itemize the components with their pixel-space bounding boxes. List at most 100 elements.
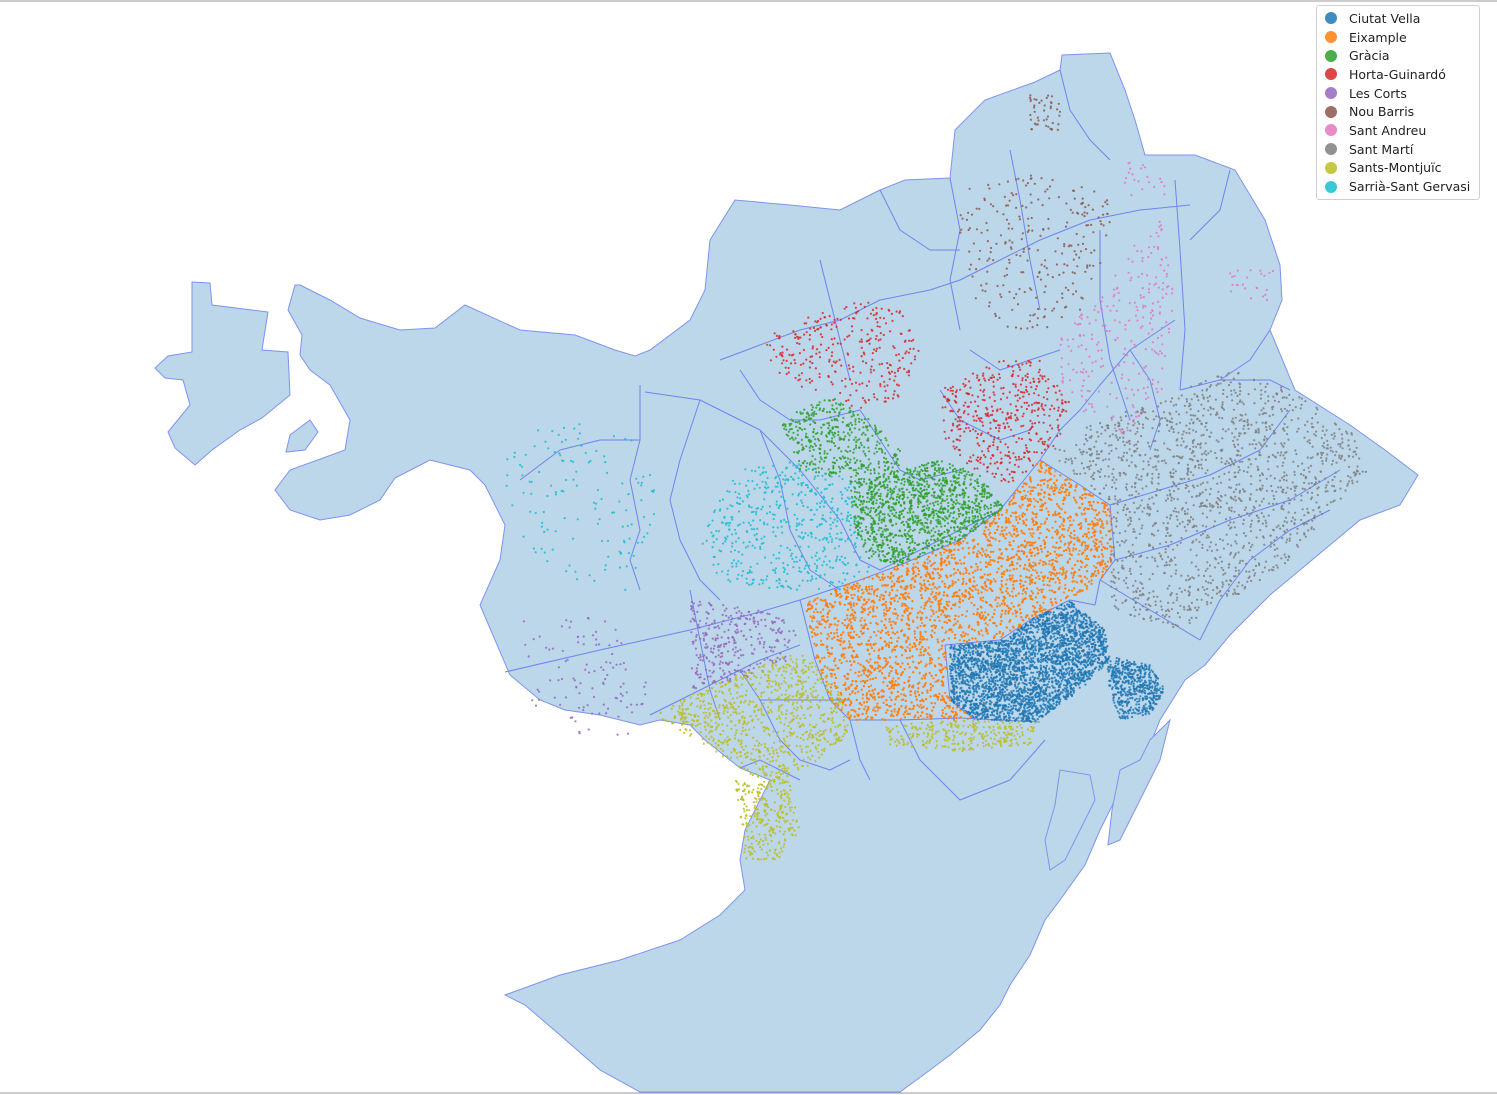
data-point (1042, 622, 1045, 626)
data-point (1077, 609, 1080, 612)
district-border (739, 759, 801, 781)
data-point (1144, 671, 1147, 674)
data-point (1013, 664, 1016, 667)
data-point (977, 713, 980, 716)
data-point (1023, 647, 1026, 650)
data-point (985, 701, 988, 704)
data-point (973, 663, 976, 666)
data-point (955, 677, 958, 681)
data-point (955, 671, 958, 674)
data-point (1119, 717, 1122, 720)
data-point (1135, 693, 1138, 696)
data-point (1121, 715, 1124, 718)
data-point (1040, 654, 1043, 657)
data-point (1048, 667, 1051, 670)
data-point (1029, 665, 1032, 669)
data-point (1093, 633, 1096, 636)
data-point (1015, 687, 1018, 690)
data-point (1024, 653, 1027, 656)
data-point (952, 685, 955, 689)
data-point (978, 685, 981, 688)
data-point (972, 665, 975, 669)
west-exclave (154, 281, 291, 466)
data-point (1076, 665, 1079, 668)
data-point (1136, 674, 1139, 677)
data-point (1141, 698, 1145, 701)
data-point (1118, 701, 1121, 704)
data-point (1017, 683, 1020, 686)
data-point (1037, 694, 1040, 697)
data-point (1031, 644, 1034, 647)
data-point (1026, 645, 1029, 648)
data-point (1056, 636, 1059, 640)
data-point (1012, 689, 1015, 692)
data-point (1062, 684, 1066, 687)
data-point (1055, 621, 1058, 624)
data-point (1130, 683, 1133, 686)
data-point (993, 714, 996, 717)
data-point (1088, 672, 1091, 675)
data-point (1002, 663, 1006, 666)
data-point (1065, 680, 1068, 684)
data-point (1054, 678, 1058, 682)
data-point (1128, 686, 1131, 689)
data-point (1062, 635, 1066, 638)
data-point (1062, 695, 1065, 698)
data-point (1126, 717, 1129, 720)
data-point (1065, 633, 1068, 636)
data-point (984, 640, 987, 644)
data-point (1070, 622, 1073, 625)
data-point (959, 666, 962, 670)
data-point (1099, 653, 1102, 656)
data-point (1071, 653, 1074, 656)
data-point (987, 654, 990, 657)
data-point (1039, 671, 1042, 675)
data-point (1067, 656, 1070, 659)
data-point (950, 666, 954, 669)
data-point (963, 671, 966, 674)
data-point (1003, 696, 1006, 699)
data-point (984, 710, 987, 713)
data-point (1003, 644, 1006, 647)
data-point (1017, 666, 1021, 669)
data-point (1078, 624, 1081, 627)
data-point (1087, 616, 1090, 619)
data-point (1094, 625, 1097, 628)
data-point (1139, 712, 1142, 715)
data-point (1028, 659, 1031, 662)
data-point (1107, 665, 1110, 669)
data-point (1042, 630, 1045, 633)
data-point (1154, 685, 1157, 688)
data-point (1053, 645, 1056, 649)
data-point (1024, 625, 1027, 628)
data-point (969, 679, 972, 682)
data-point (1067, 678, 1070, 681)
data-point (1011, 649, 1015, 652)
data-point (1138, 697, 1141, 701)
data-point (978, 687, 981, 690)
data-point (1070, 639, 1073, 642)
data-point (1015, 679, 1019, 682)
data-point (1046, 620, 1049, 623)
data-point (999, 688, 1002, 692)
data-point (1088, 648, 1091, 651)
data-point (1022, 671, 1025, 674)
data-point (1132, 708, 1135, 711)
data-point (964, 676, 967, 679)
data-point (1073, 606, 1076, 609)
data-point (1028, 703, 1031, 707)
data-point (1078, 612, 1081, 615)
data-point (1154, 698, 1157, 701)
data-point (1019, 627, 1022, 630)
data-point (1021, 657, 1024, 660)
data-point (1123, 671, 1127, 674)
data-point (1119, 703, 1122, 706)
data-point (964, 644, 967, 647)
data-point (1014, 632, 1018, 635)
data-point (1078, 644, 1081, 648)
data-point (1047, 675, 1050, 678)
data-point (1006, 672, 1010, 676)
data-point (1033, 653, 1036, 656)
data-point (1069, 642, 1072, 645)
data-point (1136, 676, 1139, 680)
